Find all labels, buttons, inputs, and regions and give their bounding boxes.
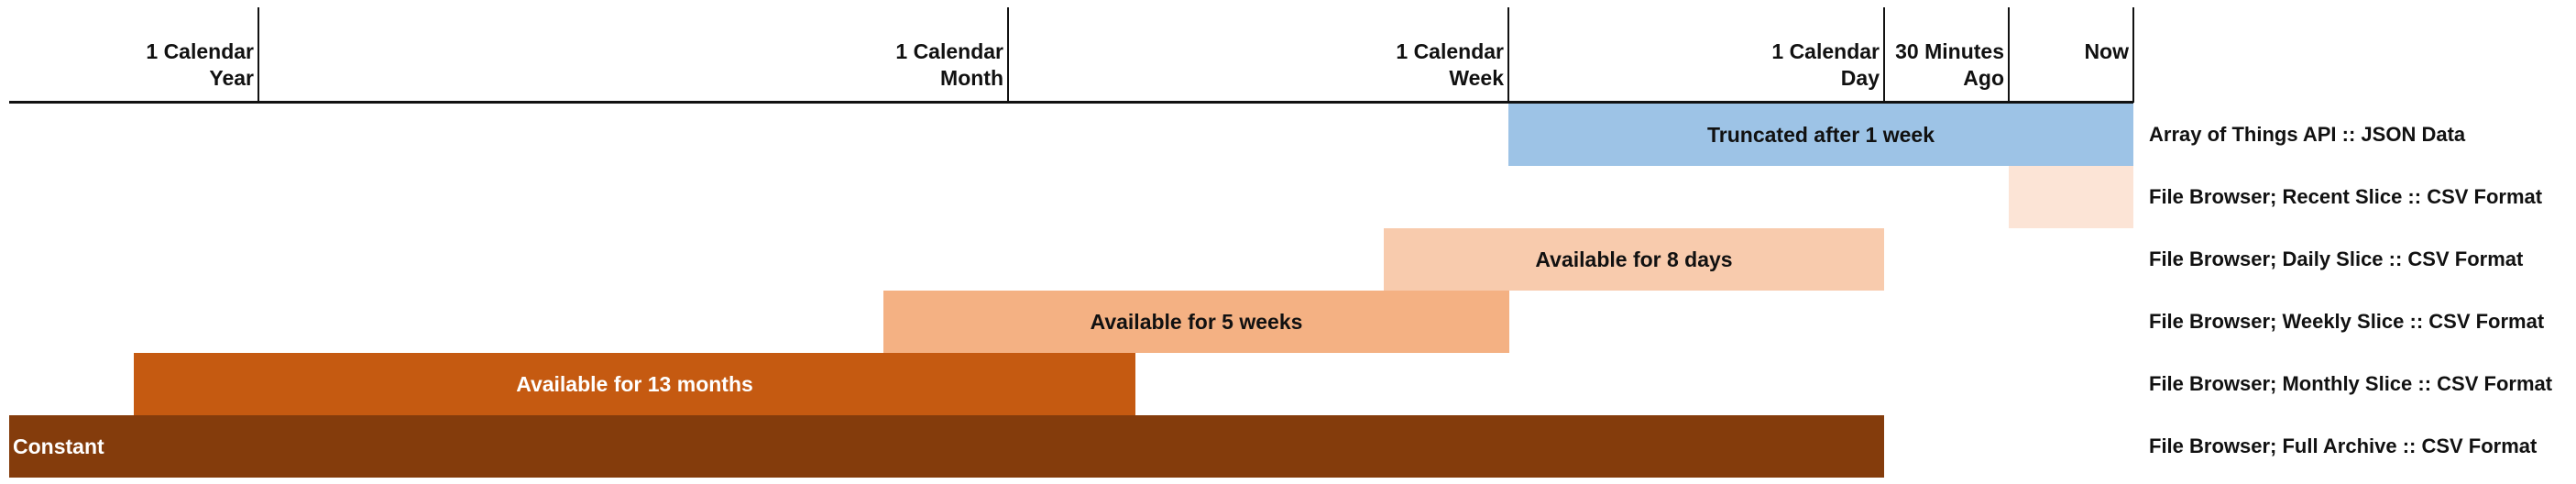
bar-daily-slice: Available for 8 days — [1384, 228, 1884, 291]
bar-full-archive: Constant — [9, 415, 1884, 478]
bar-weekly-slice: Available for 5 weeks — [883, 291, 1509, 353]
row-label-daily-slice: File Browser; Daily Slice :: CSV Format — [2149, 248, 2524, 270]
tick-line-year — [258, 7, 259, 103]
bar-array-of-things-api: Truncated after 1 week — [1508, 104, 2133, 166]
tick-line-day — [1883, 7, 1885, 103]
tick-label-now: Now — [2084, 39, 2129, 63]
bar-monthly-slice: Available for 13 months — [134, 353, 1135, 415]
row-label-monthly-slice: File Browser; Monthly Slice :: CSV Forma… — [2149, 372, 2553, 395]
tick-line-30min — [2008, 7, 2010, 103]
tick-label-year: 1 Calendar Year — [146, 39, 254, 90]
tick-label-30min: 30 Minutes Ago — [1895, 39, 2004, 90]
tick-label-week: 1 Calendar Week — [1396, 39, 1504, 90]
tick-line-now — [2132, 7, 2134, 103]
row-label-recent-slice: File Browser; Recent Slice :: CSV Format — [2149, 185, 2543, 208]
tick-line-month — [1007, 7, 1009, 103]
tick-label-day: 1 Calendar Day — [1771, 39, 1880, 90]
row-label-full-archive: File Browser; Full Archive :: CSV Format — [2149, 434, 2538, 457]
row-label-array-of-things-api: Array of Things API :: JSON Data — [2149, 123, 2466, 146]
row-label-weekly-slice: File Browser; Weekly Slice :: CSV Format — [2149, 310, 2545, 333]
bar-recent-slice — [2009, 166, 2133, 228]
tick-line-week — [1507, 7, 1509, 103]
timeline-axis — [9, 101, 2133, 104]
tick-label-month: 1 Calendar Month — [895, 39, 1003, 90]
